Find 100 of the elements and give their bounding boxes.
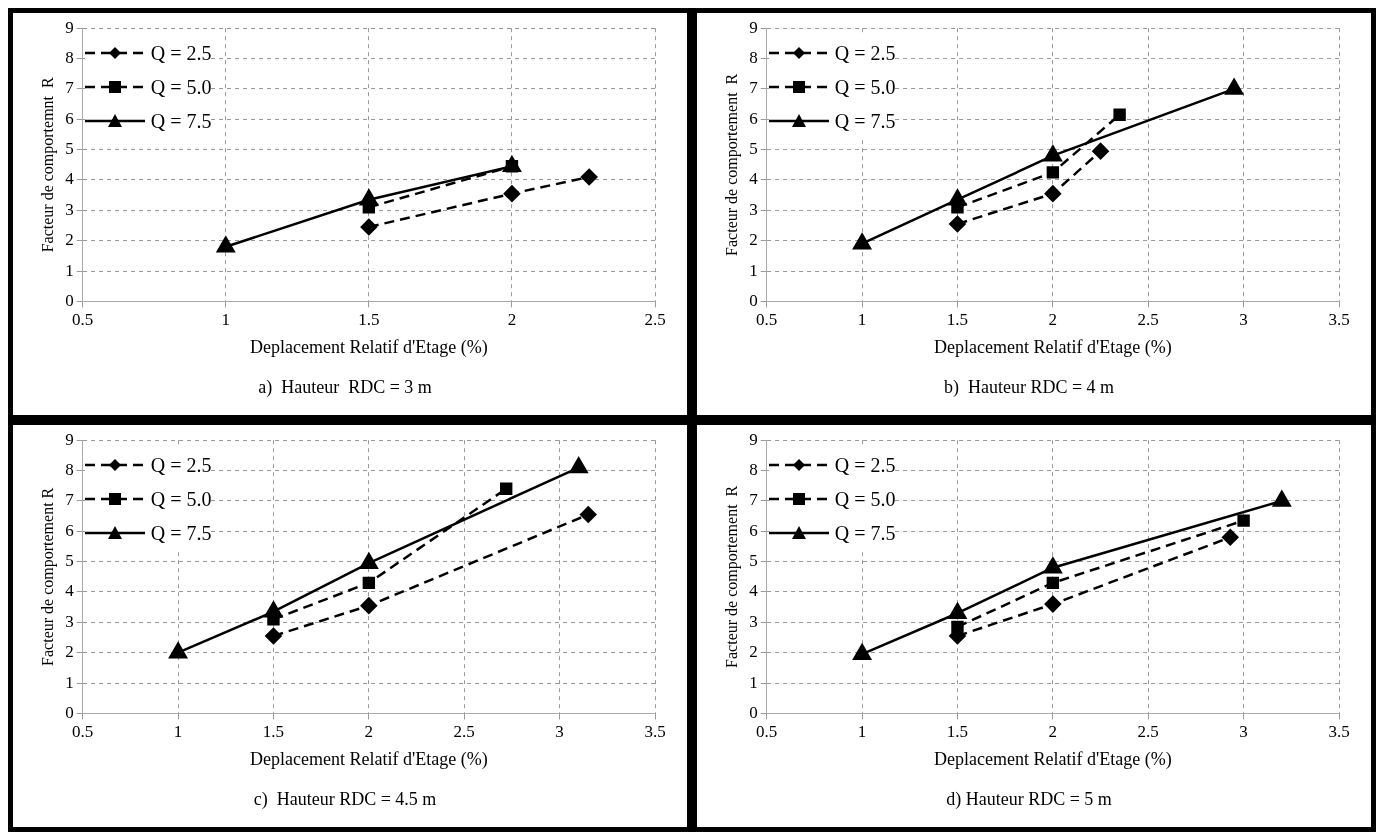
x-tick-label: 2.5 (644, 310, 666, 330)
x-axis-title: Deplacement Relatif d'Etage (%) (250, 749, 488, 771)
y-tick-label: 4 (65, 581, 75, 601)
x-tick-label: 1.5 (946, 310, 969, 330)
x-tick-label: 2 (507, 310, 517, 330)
y-tick-label: 5 (65, 551, 74, 571)
y-tick-label: 5 (749, 551, 758, 571)
point (1044, 185, 1062, 202)
y-tick-label: 3 (749, 611, 758, 631)
x-axis-title: Deplacement Relatif d'Etage (%) (250, 337, 488, 359)
x-tick-label: 0.5 (756, 722, 778, 742)
y-tick-label: 0 (749, 290, 758, 310)
y-tick-label: 5 (749, 139, 758, 159)
y-tick-label: 2 (749, 642, 758, 662)
point (216, 236, 235, 253)
point (1225, 78, 1244, 95)
y-tick-label: 0 (65, 702, 74, 722)
y-tick-label: 0 (65, 290, 74, 310)
y-tick-label: 0 (749, 702, 758, 722)
y-tick-label: 9 (65, 429, 74, 449)
point (569, 457, 588, 474)
point (362, 576, 376, 590)
legend-label: Q = 5.0 (834, 75, 896, 99)
y-tick-label: 2 (65, 642, 74, 662)
point (1222, 529, 1239, 546)
y-tick-label: 6 (749, 108, 758, 128)
legend-label: Q = 7.5 (834, 109, 896, 133)
point (1043, 145, 1062, 162)
point (1044, 595, 1062, 613)
y-tick-label: 7 (65, 78, 75, 98)
point (360, 218, 378, 236)
legend-label: Q = 7.5 (150, 521, 212, 545)
text: b) Hauteur RDC = 4 m (943, 376, 1115, 398)
point (1046, 166, 1060, 179)
x-tick-label: 3 (1239, 310, 1248, 330)
x-tick-label: 3.5 (1328, 722, 1350, 742)
y-tick-label: 6 (749, 520, 758, 540)
y-tick-label: 7 (749, 490, 759, 510)
y-tick-label: 7 (65, 490, 75, 510)
y-tick-label: 4 (65, 169, 75, 189)
point (503, 185, 521, 202)
legend-label: Q = 7.5 (834, 521, 896, 545)
y-tick-label: 8 (749, 460, 758, 480)
point (949, 215, 966, 233)
text: a) Hauteur RDC = 3 m (258, 376, 432, 398)
y-tick-label: 2 (749, 230, 758, 250)
x-tick-label: 1.5 (946, 722, 969, 742)
legend-label: Q = 5.0 (150, 487, 212, 511)
y-tick-label: 2 (65, 230, 74, 250)
y-tick-label: 3 (65, 611, 74, 631)
point (1046, 576, 1060, 590)
y-tick-label: 6 (65, 520, 74, 540)
legend-label: Q = 2.5 (834, 41, 896, 65)
y-tick-label: 4 (749, 581, 759, 601)
x-tick-label: 1 (173, 722, 183, 742)
point (1113, 108, 1126, 121)
y-tick-label: 9 (749, 429, 758, 449)
point (1237, 514, 1250, 527)
x-tick-label: 2 (1048, 310, 1058, 330)
legend-label: Q = 2.5 (150, 453, 212, 477)
y-tick-label: 3 (65, 199, 74, 219)
y-axis-title: Facteur de comportement R (722, 485, 741, 668)
y-tick-label: 9 (65, 17, 74, 37)
text: d) Hauteur RDC = 5 m (946, 788, 1112, 810)
x-tick-label: 3 (1239, 722, 1248, 742)
y-tick-label: 6 (65, 108, 74, 128)
point (360, 597, 378, 614)
x-tick-label: 1.5 (262, 722, 285, 742)
point (500, 482, 513, 495)
y-tick-label: 9 (749, 17, 758, 37)
x-tick-label: 1 (221, 310, 231, 330)
y-axis-title: Facteur de comportement R (38, 487, 57, 666)
x-tick-label: 1.5 (358, 310, 380, 330)
y-tick-label: 8 (65, 48, 74, 68)
y-tick-label: 7 (749, 78, 759, 98)
legend-label: Q = 2.5 (834, 453, 896, 477)
legend-label: Q = 7.5 (150, 109, 212, 133)
x-axis-title: Deplacement Relatif d'Etage (%) (934, 749, 1172, 771)
x-tick-label: 1 (857, 722, 867, 742)
point (265, 627, 282, 645)
legend-label: Q = 2.5 (150, 41, 212, 65)
y-tick-label: 1 (65, 260, 74, 280)
x-axis-title: Deplacement Relatif d'Etage (%) (934, 337, 1172, 359)
y-tick-label: 4 (749, 169, 759, 189)
x-tick-label: 2 (1048, 722, 1058, 742)
y-tick-label: 5 (65, 139, 74, 159)
y-tick-label: 3 (749, 199, 758, 219)
y-tick-label: 8 (65, 460, 74, 480)
legend-label: Q = 5.0 (150, 75, 212, 99)
y-tick-label: 1 (749, 260, 758, 280)
point (580, 168, 598, 186)
y-tick-label: 1 (749, 672, 758, 692)
x-tick-label: 3.5 (1328, 310, 1350, 330)
y-tick-label: 8 (749, 48, 758, 68)
y-axis-title: Facteur de comportement R (722, 73, 741, 256)
x-tick-label: 1 (857, 310, 867, 330)
x-tick-label: 2.5 (1137, 722, 1159, 742)
point (1092, 142, 1109, 160)
x-tick-label: 3.5 (644, 722, 666, 742)
text: c) Hauteur RDC = 4.5 m (253, 788, 437, 810)
